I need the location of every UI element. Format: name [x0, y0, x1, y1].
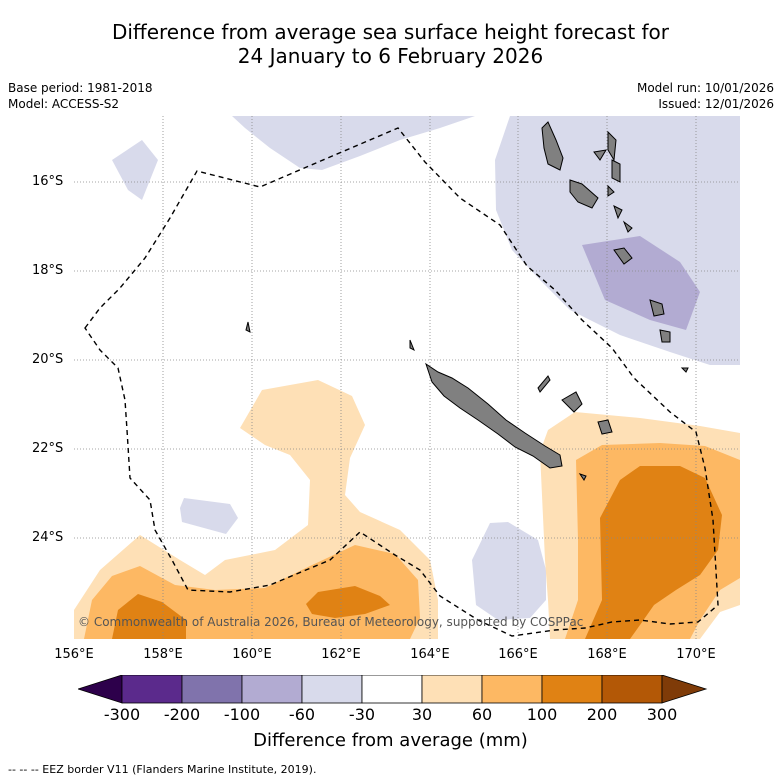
colorbar-tick-label: 300 — [646, 705, 678, 724]
colorbar-low-extend — [78, 675, 123, 704]
colorbar — [78, 675, 708, 704]
island-new-caledonia — [425, 362, 563, 469]
lon-label: 156°E — [54, 647, 94, 662]
lon-label: 160°E — [232, 647, 272, 662]
colorbar-tick-label: -60 — [288, 705, 316, 724]
colorbar-swatch — [361, 675, 423, 704]
colorbar-tick-label: 100 — [526, 705, 558, 724]
island-chesterfield — [245, 321, 251, 333]
island-loyalty-1 — [537, 375, 551, 393]
contour-negative-nw-patch — [112, 140, 158, 200]
lat-label: 24°S — [32, 530, 64, 545]
island-vanuatu-8 — [622, 220, 633, 233]
colorbar-swatch — [601, 675, 663, 704]
lon-label: 164°E — [410, 647, 450, 662]
lon-label: 158°E — [143, 647, 183, 662]
colorbar-high-extend — [661, 675, 708, 704]
model-text: Model: ACCESS-S2 — [8, 97, 120, 111]
island-vanuatu-7 — [613, 205, 623, 220]
eez-border — [84, 127, 719, 637]
island-vanuatu-10 — [649, 299, 665, 317]
island-vanuatu-2 — [569, 179, 599, 209]
contour-positive-100-central-east — [306, 586, 390, 618]
colorbar-tick-label: -30 — [348, 705, 376, 724]
lon-label: 166°E — [498, 647, 538, 662]
lat-label: 16°S — [32, 174, 64, 189]
lon-label: 170°E — [676, 647, 716, 662]
island-vanuatu-11 — [659, 329, 671, 343]
colorbar-tick-label: -300 — [103, 705, 141, 724]
contour-negative-west-patch — [180, 498, 238, 534]
copyright-text: © Commonwealth of Australia 2026, Bureau… — [78, 615, 583, 629]
island-walpole — [578, 473, 587, 481]
contour-negative-north-band — [232, 116, 475, 170]
island-matthew — [680, 367, 689, 373]
colorbar-swatch — [241, 675, 303, 704]
colorbar-title: Difference from average (mm) — [253, 730, 528, 751]
colorbar-tick-label: -200 — [163, 705, 201, 724]
island-loyalty-3 — [597, 419, 613, 435]
colorbar-swatch — [121, 675, 183, 704]
base-period-text: Base period: 1981-2018 — [8, 81, 153, 95]
island-loyalty-2 — [561, 391, 583, 413]
contour-negative-south-patch — [472, 522, 546, 620]
lon-label: 162°E — [321, 647, 361, 662]
island-vanuatu-6 — [607, 184, 615, 197]
model-run-text: Model run: 10/01/2026 — [636, 81, 774, 95]
colorbar-tick-label: 30 — [411, 705, 433, 724]
lat-label: 20°S — [32, 352, 64, 367]
colorbar-swatch — [541, 675, 603, 704]
contour-negative-ne-core — [582, 236, 700, 330]
map-title-line2: 24 January to 6 February 2026 — [237, 44, 544, 68]
map-title-line1: Difference from average sea surface heig… — [111, 20, 670, 44]
sea-surface-height-map: © Commonwealth of Australia 2026, Bureau… — [74, 116, 740, 639]
island-vanuatu-3 — [593, 149, 607, 161]
island-vanuatu-1 — [541, 121, 564, 171]
island-belep — [409, 339, 415, 352]
land-masses — [245, 121, 689, 481]
lat-label: 18°S — [32, 263, 64, 278]
colorbar-tick-label: 200 — [586, 705, 618, 724]
colorbar-swatch — [301, 675, 363, 704]
colorbar-tick-label: -100 — [223, 705, 261, 724]
lon-label: 168°E — [587, 647, 627, 662]
contour-positive-100-central-west — [112, 594, 186, 639]
colorbar-swatch — [421, 675, 483, 704]
issued-text: Issued: 12/01/2026 — [658, 97, 774, 111]
island-vanuatu-4 — [607, 130, 617, 162]
colorbar-tick-label: 60 — [471, 705, 493, 724]
lat-label: 22°S — [32, 441, 64, 456]
island-vanuatu-9 — [613, 247, 633, 265]
contour-positive-100-east — [585, 466, 722, 639]
island-vanuatu-5 — [611, 159, 621, 183]
eez-legend-footer: -- -- -- EEZ border V11 (Flanders Marine… — [8, 763, 317, 776]
colorbar-swatch — [481, 675, 543, 704]
colorbar-swatch — [181, 675, 243, 704]
